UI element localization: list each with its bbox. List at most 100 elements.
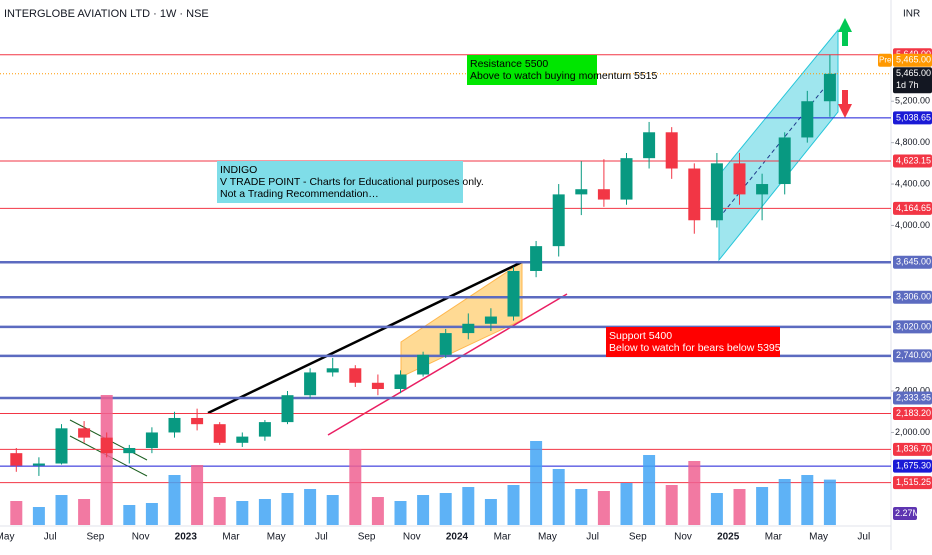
x-tick-label: Sep bbox=[87, 532, 105, 543]
x-tick-label: Jul bbox=[315, 532, 328, 543]
candle-body bbox=[462, 323, 475, 334]
candle-body bbox=[304, 372, 317, 396]
volume-bar bbox=[643, 455, 656, 525]
candle-body bbox=[530, 246, 543, 271]
level-label: 3,645.00 bbox=[896, 257, 931, 267]
volume-bar bbox=[326, 495, 339, 525]
volume-bar bbox=[530, 441, 543, 525]
volume-bar bbox=[733, 489, 746, 525]
x-tick-label: Sep bbox=[358, 532, 376, 543]
trend-line bbox=[207, 260, 523, 415]
x-tick-label: Jul bbox=[44, 532, 57, 543]
level-label-box bbox=[893, 111, 932, 125]
volume-bar bbox=[281, 493, 294, 525]
candle-body bbox=[597, 189, 610, 200]
candle-body bbox=[756, 184, 769, 195]
candle-body bbox=[281, 395, 294, 423]
volume-bar bbox=[507, 485, 520, 525]
volume-label: 2.27M bbox=[895, 508, 920, 518]
currency-label[interactable]: INR bbox=[903, 9, 920, 20]
candle-body bbox=[439, 333, 452, 355]
volume-bar bbox=[575, 489, 588, 525]
volume-bar bbox=[756, 487, 769, 525]
candle-body bbox=[575, 189, 588, 195]
x-tick-label: 2024 bbox=[446, 532, 469, 543]
candle-body bbox=[552, 194, 565, 247]
y-tick-label: 4,400.00 bbox=[895, 178, 930, 188]
x-tick-label: May bbox=[0, 532, 14, 543]
volume-bar bbox=[145, 503, 158, 525]
level-label-box bbox=[893, 349, 932, 363]
candle-body bbox=[100, 437, 113, 454]
level-label-box bbox=[893, 201, 932, 215]
candle-body bbox=[168, 417, 181, 433]
x-tick-label: May bbox=[267, 532, 286, 543]
level-label: 1,836.70 bbox=[896, 444, 931, 454]
volume-bar bbox=[78, 499, 91, 525]
candle-body bbox=[236, 436, 249, 443]
candle-body bbox=[10, 453, 23, 466]
level-label: 2,740.00 bbox=[896, 350, 931, 360]
candle-body bbox=[643, 132, 656, 159]
x-tick-label: Nov bbox=[403, 532, 421, 543]
volume-bar bbox=[213, 497, 226, 525]
annotation-text: Below to watch for bears below 5395 bbox=[609, 342, 781, 354]
level-label: 3,306.00 bbox=[896, 292, 931, 302]
annotation-text: Above to watch buying momentum 5515 bbox=[470, 70, 658, 82]
level-label: 4,164.65 bbox=[896, 203, 931, 213]
volume-bar bbox=[462, 487, 475, 525]
volume-bar bbox=[371, 497, 384, 525]
volume-bar bbox=[304, 489, 317, 525]
candle-body bbox=[191, 417, 204, 425]
x-tick-label: May bbox=[538, 532, 557, 543]
x-tick-label: Sep bbox=[629, 532, 647, 543]
y-tick-label: 2,400.00 bbox=[895, 385, 930, 395]
x-tick-label: Mar bbox=[765, 532, 783, 543]
candle-body bbox=[484, 316, 497, 324]
pre-price-box bbox=[893, 53, 932, 67]
candle-body bbox=[733, 163, 746, 195]
candle-body bbox=[258, 422, 271, 437]
y-tick-label: 2,000.00 bbox=[895, 427, 930, 437]
level-label: 4,623.15 bbox=[896, 155, 931, 165]
level-label: 3,020.00 bbox=[896, 321, 931, 331]
candle-body bbox=[349, 368, 362, 383]
volume-bar bbox=[123, 505, 136, 525]
support-trend-line bbox=[327, 293, 568, 436]
level-label: 5,038.65 bbox=[896, 112, 931, 122]
volume-bar bbox=[710, 493, 723, 525]
level-label: 2,183.20 bbox=[896, 408, 931, 418]
level-label-box bbox=[893, 476, 932, 490]
x-tick-label: Mar bbox=[494, 532, 512, 543]
level-label-box bbox=[893, 406, 932, 420]
y-tick-label: 4,800.00 bbox=[895, 137, 930, 147]
candle-body bbox=[371, 382, 384, 389]
x-tick-label: Jul bbox=[857, 532, 870, 543]
candle-body bbox=[55, 428, 68, 464]
volume-bar bbox=[665, 485, 678, 525]
volume-label-box bbox=[893, 507, 917, 520]
volume-bar bbox=[688, 461, 701, 525]
pre-badge-box bbox=[878, 53, 892, 67]
x-tick-label: Nov bbox=[674, 532, 692, 543]
candle-body bbox=[213, 424, 226, 443]
y-tick-label: 5,200.00 bbox=[895, 96, 930, 106]
volume-bar bbox=[801, 475, 814, 525]
y-tick-label: 4,000.00 bbox=[895, 220, 930, 230]
up-arrow bbox=[838, 18, 852, 46]
level-label-box bbox=[893, 290, 932, 304]
level-label: 2,333.35 bbox=[896, 392, 931, 402]
candle-body bbox=[688, 168, 701, 221]
annotation-box bbox=[217, 161, 463, 203]
volume-bar bbox=[823, 479, 836, 525]
annotation-text: INDIGO bbox=[220, 164, 257, 176]
x-tick-label: May bbox=[809, 532, 828, 543]
annotation-text: Resistance 5500 bbox=[470, 58, 548, 70]
last-price-label: 5,465.00 bbox=[896, 68, 931, 78]
countdown: 1d 7h bbox=[896, 80, 919, 90]
annotation-text: V TRADE POINT - Charts for Educational p… bbox=[220, 176, 484, 188]
volume-bar bbox=[417, 495, 430, 525]
volume-bar bbox=[100, 395, 113, 525]
